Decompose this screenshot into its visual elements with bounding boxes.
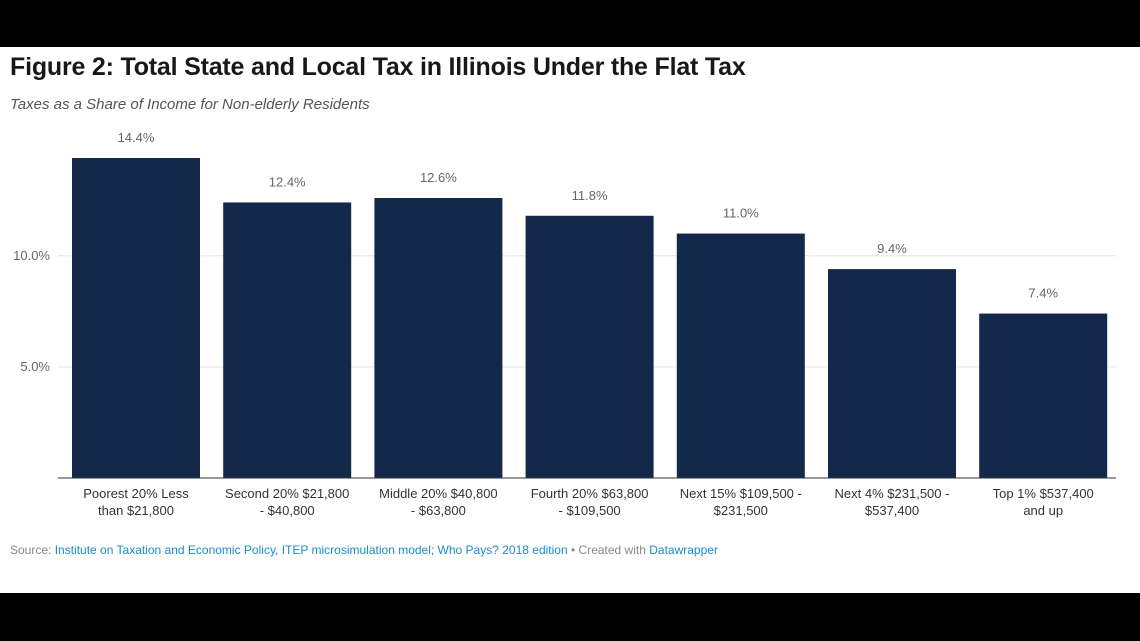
bar-6 — [828, 269, 956, 478]
x-tick-label: $537,400 — [865, 503, 919, 518]
bar-3 — [374, 198, 503, 478]
chart-title: Figure 2: Total State and Local Tax in I… — [10, 53, 746, 81]
x-tick-label: - $63,800 — [411, 503, 466, 518]
chart-footer: Source: Institute on Taxation and Econom… — [10, 543, 718, 557]
source-link[interactable]: Institute on Taxation and Economic Polic… — [54, 543, 568, 557]
x-tick-label: Fourth 20% $63,800 — [531, 486, 649, 501]
value-label: 11.0% — [723, 206, 759, 221]
created-with-label: Created with — [578, 543, 646, 557]
bar-2 — [223, 202, 352, 478]
bar-chart: 5.0% 10.0% 14.4% 12.4% 12.6% 11.8% 11.0% 9.4% 7… — [13, 130, 1116, 518]
bar-4 — [525, 215, 654, 478]
chart-frame: Figure 2: Total State and Local Tax in I… — [0, 47, 1140, 593]
x-tick-label: than $21,800 — [98, 503, 174, 518]
source-label: Source: — [10, 543, 52, 557]
x-tick-label: - $40,800 — [260, 503, 315, 518]
value-label: 14.4% — [118, 130, 155, 145]
bar-5 — [676, 233, 805, 478]
bar-7 — [979, 313, 1108, 478]
y-tick-label: 5.0% — [20, 359, 50, 374]
y-tick-label: 10.0% — [13, 248, 50, 263]
x-axis-labels: Poorest 20% Less than $21,800 Second 20% $… — [83, 486, 1094, 518]
value-label: 12.4% — [269, 174, 306, 189]
value-label: 9.4% — [877, 241, 907, 256]
x-tick-label: $231,500 — [714, 503, 768, 518]
x-tick-label: Second 20% $21,800 — [225, 486, 349, 501]
chart-subtitle: Taxes as a Share of Income for Non-elder… — [10, 96, 370, 113]
value-label: 12.6% — [420, 170, 457, 185]
value-labels: 14.4% 12.4% 12.6% 11.8% 11.0% 9.4% 7.4% — [118, 130, 1059, 301]
value-label: 7.4% — [1028, 286, 1058, 301]
value-label: 11.8% — [572, 188, 608, 203]
y-axis-ticks: 5.0% 10.0% — [13, 248, 50, 374]
bars — [72, 158, 1108, 478]
x-tick-label: Next 15% $109,500 - — [680, 486, 802, 501]
x-tick-label: Next 4% $231,500 - — [835, 486, 950, 501]
x-tick-label: Middle 20% $40,800 — [379, 486, 498, 501]
x-tick-label: Poorest 20% Less — [83, 486, 189, 501]
bar-1 — [72, 158, 200, 478]
x-tick-label: Top 1% $537,400 — [993, 486, 1094, 501]
footer-separator: • — [570, 543, 576, 557]
x-tick-label: - $109,500 — [559, 503, 621, 518]
datawrapper-link[interactable]: Datawrapper — [649, 543, 718, 557]
x-tick-label: and up — [1023, 503, 1063, 518]
